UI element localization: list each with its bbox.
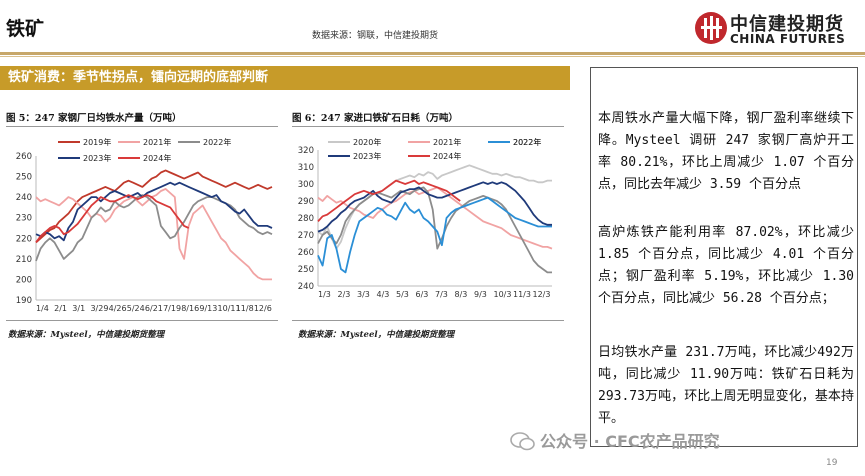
legend-label: 2024年 [143,153,171,163]
legend-label: 2023年 [353,151,381,161]
x-tick-label: 11/8 [236,304,254,313]
y-tick-label: 210 [16,255,32,265]
x-tick-label: 9/13 [199,304,217,313]
figure-6-rule [292,126,564,127]
legend-label: 2020年 [353,137,381,147]
y-tick-label: 200 [16,275,32,285]
legend-label: 2021年 [433,137,461,147]
series-line-3 [317,196,552,274]
y-tick-label: 190 [16,296,32,306]
x-tick-label: 2/1 [54,304,67,313]
header-divider [0,52,865,55]
header-source-text: 数据来源：钢联，中信建投期货 [312,31,439,41]
y-tick-label: 250 [16,173,32,183]
figure-6-title: 图 6：247 家进口铁矿石日耗（万吨） [292,113,459,124]
page-title: 铁矿 [6,18,45,40]
y-tick-label: 310 [298,163,314,173]
commentary-box [590,67,858,447]
x-tick-label: 5/24 [127,304,145,313]
chart-hot-metal-output: 190 200 210 220 230 240 250 260 1/4 2/1 3/1 3/29 4/2… [16,137,273,313]
x-tick-label: 9/3 [474,290,487,299]
y-tick-label: 270 [298,231,314,241]
y-tick-label: 230 [16,214,32,224]
china-futures-logo [695,12,727,44]
figure-5-title: 图 5：247 家钢厂日均铁水产量（万吨） [6,113,182,124]
logo-text-cn: 中信建投期货 [730,14,844,35]
series-line-4 [35,194,190,243]
legend-label: 2021年 [143,137,171,147]
x-tick-label: 3/1 [72,304,85,313]
figure-6-source: 数据来源：Mysteel，中信建投期货整理 [298,330,455,340]
x-tick-label: 6/21 [145,304,163,313]
x-tick-label: 3/3 [357,290,370,299]
x-tick-label: 7/19 [163,304,181,313]
x-tick-label: 4/26 [109,304,127,313]
y-tick-label: 250 [298,265,314,275]
x-tick-label: 8/16 [181,304,199,313]
y-tick-label: 260 [298,248,314,258]
series-line-5 [317,179,461,223]
legend-label: 2024年 [433,151,461,161]
y-tick-label: 280 [298,214,314,224]
series-line-4 [317,181,552,233]
commentary-paragraph-1: 本周铁水产量大幅下降，钢厂盈利率继续下降。Mysteel 调研 247 家钢厂高… [598,111,854,192]
figure-5-rule [6,126,278,127]
legend-label: 2022年 [513,137,541,147]
x-tick-label: 12/3 [533,290,551,299]
y-tick-label: 240 [16,193,32,203]
header-divider-thin [0,56,865,57]
legend-label: 2023年 [83,153,111,163]
series-line-1 [35,188,272,281]
section-banner: 铁矿消费：季节性拐点，镭向远期的底部判断 [0,66,570,90]
y-tick-label: 320 [298,146,314,156]
chart-iron-ore-consumption: 240 250 260 270 280 290 300 310 320 1/3 2/3 3/3 4/3 5… [298,137,553,299]
commentary-paragraph-3: 日均铁水产量 231.7万吨，环比减少492万吨，同比减少 11.90万吨：铁矿… [598,345,854,426]
x-tick-label: 12/6 [254,304,272,313]
page-number: 19 [826,458,838,468]
logo-text-en: CHINA FUTURES [730,32,846,46]
series-line-2 [35,194,273,262]
legend-label: 2022年 [203,137,231,147]
x-tick-label: 10/11 [218,304,241,313]
x-tick-label: 10/3 [494,290,512,299]
x-tick-label: 7/3 [435,290,448,299]
y-tick-label: 290 [298,197,314,207]
legend-label: 2022年 [513,137,541,147]
y-tick-label: 260 [16,152,32,162]
figure-6-rule-bottom [292,320,564,321]
x-tick-label: 2/3 [338,290,351,299]
x-tick-label: 6/3 [416,290,429,299]
figure-5-source: 数据来源：Mysteel，中信建投期货整理 [8,330,165,340]
x-tick-label: 8/3 [455,290,468,299]
y-tick-label: 300 [298,180,314,190]
x-tick-label: 3/29 [90,304,108,313]
x-tick-label: 5/3 [396,290,409,299]
series-line-1 [317,186,553,250]
y-tick-label: 240 [298,282,314,292]
x-tick-label: 1/4 [36,304,49,313]
series-line-3 [35,181,273,242]
wechat-icon [510,432,535,451]
figure-5-rule-bottom [6,320,278,321]
x-tick-label: 4/3 [377,290,390,299]
x-tick-label: 1/3 [318,290,331,299]
y-tick-label: 220 [16,234,32,244]
legend-label: 2019年 [83,137,111,147]
watermark-text: 公众号 · CFC农产品研究 [540,432,720,451]
commentary-paragraph-2: 高炉炼铁产能利用率 87.02%，环比减少 1.85 个百分点，同比减少 4.0… [598,225,854,306]
series-line-0 [35,169,273,244]
x-tick-label: 11/3 [513,290,531,299]
